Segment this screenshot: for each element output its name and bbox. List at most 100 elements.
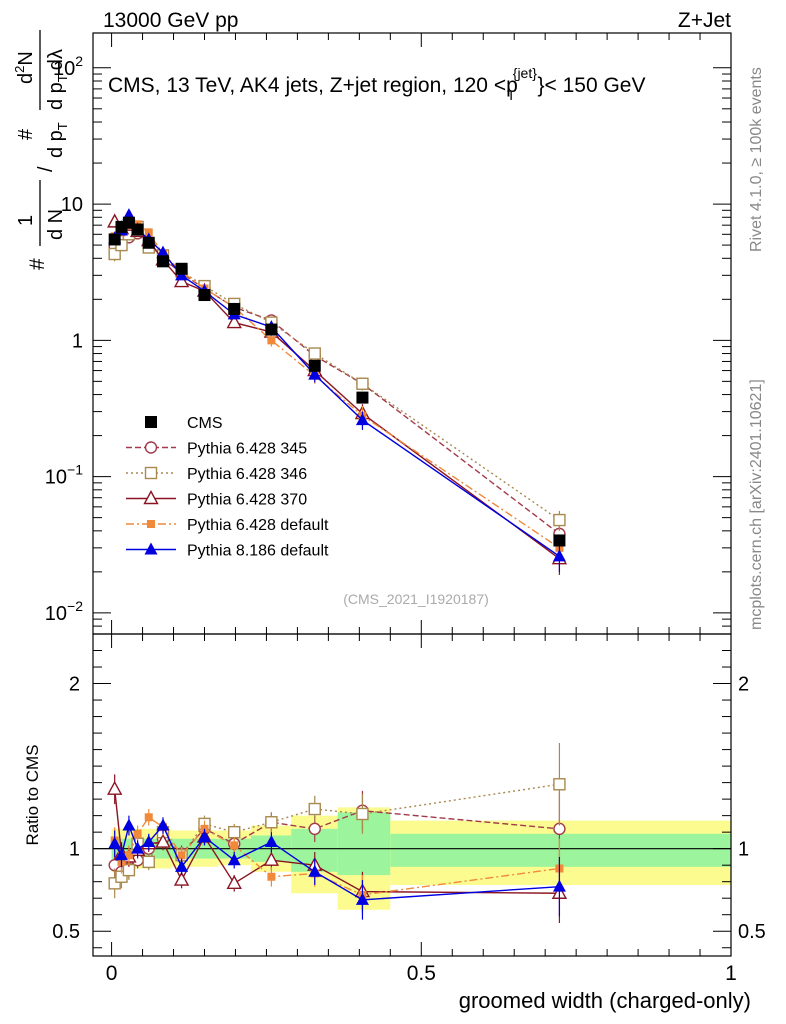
- axis-ticks: [93, 33, 732, 956]
- ratio-point-p6def-9: [267, 872, 276, 881]
- ratio-point-p8def-12: [552, 879, 566, 892]
- ratio-point-p8def-7: [197, 830, 211, 843]
- ratio-point-p8def-0: [108, 836, 122, 849]
- tick-exponent: −1: [67, 462, 83, 478]
- legend-entry-cms: CMS: [145, 415, 223, 432]
- x-tick-label-0.5: 0.5: [407, 962, 436, 985]
- main-point-p346-12: [553, 513, 566, 527]
- plot-title-main: CMS, 13 TeV, AK4 jets, Z+jet region, 120…: [108, 74, 518, 97]
- cms-point-0: [108, 233, 121, 246]
- legend-entry-p345: Pythia 6.428 345: [126, 441, 307, 458]
- ratio-y-axis-label: Ratio to CMS: [23, 744, 42, 845]
- tick-base: 10: [45, 603, 67, 625]
- cms-point-12: [553, 534, 566, 547]
- ratio-y-tick-label-left-1: 1: [69, 839, 80, 861]
- cms-point-8: [228, 302, 241, 315]
- analysis-id: (CMS_2021_I1920187): [343, 591, 489, 607]
- legend-label-cms: CMS: [187, 415, 223, 432]
- ratio-band-inner-12: [390, 833, 731, 867]
- legend: CMS Pythia 6.428 345 Pythia 6.428 346 Pythi…: [126, 415, 329, 560]
- ylabel-d2n: d2N: [12, 51, 37, 84]
- ratio-point-p370-8: [226, 874, 242, 890]
- ylabel-prefix: #: [26, 258, 49, 270]
- legend-entry-p8def: Pythia 8.186 default: [126, 542, 329, 560]
- legend-marker-p8def: [144, 542, 158, 555]
- ylabel-dpt: d pT: [45, 122, 70, 158]
- cms-point-3: [131, 223, 144, 236]
- main-point-p370-6: [173, 273, 190, 288]
- ratio-y-tick-label-right-0.5: 0.5: [738, 921, 766, 943]
- ratio-point-p346-0: [108, 877, 121, 890]
- legend-label-p8def: Pythia 8.186 default: [187, 543, 329, 560]
- ratio-point-p6def-2: [124, 851, 133, 860]
- ratio-band-inner-11: [337, 812, 391, 876]
- rivet-version-label: Rivet 4.1.0, ≥ 100k events: [748, 67, 765, 252]
- ratio-point-p6def-8: [230, 841, 239, 850]
- main-point-p8def-11: [355, 413, 369, 426]
- x-tick-label-1: 1: [725, 962, 737, 985]
- ratio-point-p8def-1: [114, 848, 128, 861]
- ratio-point-p6def-4: [144, 813, 153, 822]
- ratio-point-p8def-11: [355, 892, 369, 905]
- main-point-p8def-10: [308, 367, 322, 380]
- x-tick-label-0: 0: [106, 962, 118, 985]
- main-y-tick-label-100: 102: [53, 53, 83, 80]
- ratio-point-p6def-6: [177, 851, 186, 860]
- ratio-series-p8def: [108, 815, 566, 920]
- ratio-y-tick-label-right-1: 1: [738, 839, 749, 861]
- legend-entry-p370: Pythia 6.428 370: [126, 490, 307, 509]
- main-point-p346-11: [356, 377, 369, 390]
- plot-title-sub: T: [507, 87, 516, 103]
- main-y-axis-label: # 1 d N / d pT # d2N d pTdλ: [12, 30, 70, 270]
- ratio-point-p8def-3: [131, 841, 145, 854]
- cms-point-9: [265, 323, 278, 336]
- legend-label-p346: Pythia 6.428 346: [187, 466, 307, 483]
- ratio-point-p8def-8: [227, 853, 241, 866]
- main-y-tick-label-10: 10: [61, 194, 83, 216]
- ylabel-hash2: #: [15, 128, 37, 140]
- ratio-point-p6def-3: [133, 829, 142, 838]
- tick-exponent: 2: [75, 53, 83, 69]
- legend-marker-cms: [145, 416, 157, 428]
- ratio-point-p346-10: [308, 802, 321, 816]
- main-y-tick-label-0.01: 10−2: [45, 598, 83, 625]
- main-point-p346-10: [308, 347, 321, 360]
- main-series-cms: [108, 216, 566, 547]
- main-point-p6def-9: [267, 336, 276, 345]
- ratio-point-p8def-4: [142, 835, 156, 848]
- legend-label-p370: Pythia 6.428 370: [187, 492, 307, 509]
- ratio-y-tick-label-left-0.5: 0.5: [52, 921, 80, 943]
- cms-point-6: [175, 262, 188, 275]
- main-point-p346-0: [108, 247, 121, 261]
- legend-label-p345: Pythia 6.428 345: [187, 441, 307, 458]
- legend-entry-p346: Pythia 6.428 346: [126, 466, 307, 483]
- ratio-point-p345-10: [308, 822, 321, 836]
- ratio-plot-frame: [92, 633, 732, 957]
- ratio-point-p8def-5: [156, 818, 170, 831]
- ratio-point-p346-4: [142, 855, 155, 869]
- process-label: Z+Jet: [678, 9, 731, 32]
- ratio-point-p8def-10: [308, 864, 322, 877]
- x-axis-label: groomed width (charged-only): [459, 988, 751, 1013]
- main-point-p370-8: [226, 314, 242, 329]
- data-series-layer: [107, 208, 568, 923]
- cms-point-4: [142, 236, 155, 249]
- plot-title-end: }< 150 GeV: [537, 74, 645, 97]
- ylabel-slash: /: [35, 166, 57, 172]
- ratio-point-p346-12: [553, 778, 566, 791]
- mcplots-reference-label: mcplots.cern.ch [arXiv:2401.10621]: [748, 379, 765, 630]
- cms-point-10: [308, 359, 321, 372]
- cms-point-7: [198, 289, 211, 302]
- legend-marker-p345: [144, 441, 158, 454]
- main-point-p8def-5: [156, 245, 170, 258]
- ratio-point-p346-8: [228, 825, 241, 839]
- legend-label-p6def: Pythia 6.428 default: [187, 517, 329, 534]
- ylabel-dn: d N: [45, 209, 67, 240]
- tick-exponent: −2: [67, 598, 83, 614]
- ratio-point-p370-6: [173, 871, 190, 886]
- ratio-point-p370-9: [263, 851, 280, 866]
- ratio-point-p8def-6: [175, 859, 189, 872]
- ratio-point-p8def-9: [264, 835, 278, 848]
- plot-title: CMS, 13 TeV, AK4 jets, Z+jet region, 120…: [108, 65, 645, 103]
